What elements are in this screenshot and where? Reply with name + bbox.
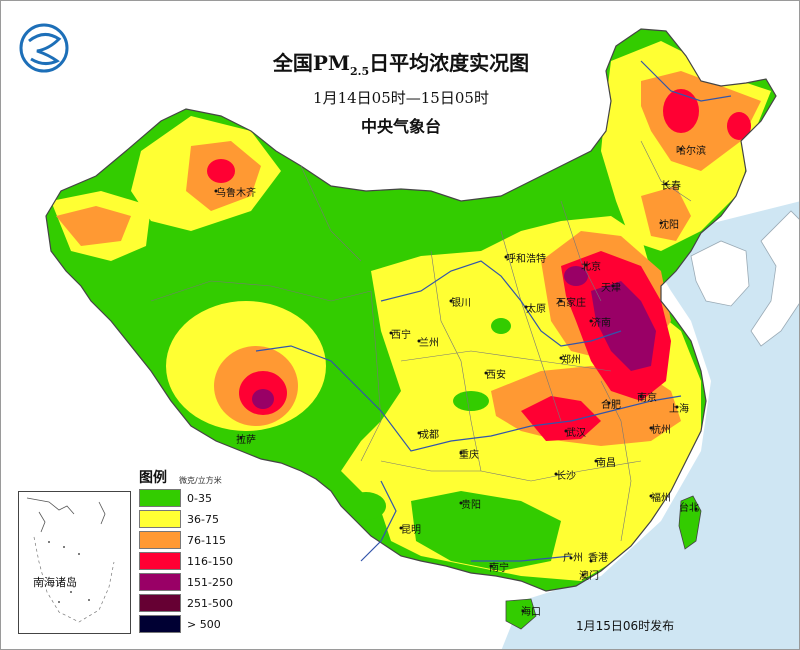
city-label: 南宁 bbox=[489, 561, 509, 574]
city-label: 郑州 bbox=[561, 353, 581, 366]
city-label: 合肥 bbox=[601, 398, 621, 411]
city-label: 西安 bbox=[486, 368, 506, 381]
legend-swatch bbox=[139, 594, 181, 612]
city-labels: 乌鲁木齐 哈尔滨 长春 沈阳 呼和浩特 北京 天津 石家庄 太原 银川 济南 西… bbox=[214, 144, 706, 618]
city-label: 澳门 bbox=[579, 569, 599, 582]
sea-area bbox=[501, 201, 799, 649]
city-label: 拉萨 bbox=[236, 433, 256, 446]
city-label: 武汉 bbox=[566, 426, 586, 439]
city-label: 南京 bbox=[637, 391, 657, 404]
legend-swatch bbox=[139, 552, 181, 570]
city-label: 天津 bbox=[601, 282, 621, 294]
city-label: 贵阳 bbox=[461, 498, 481, 511]
legend-swatch bbox=[139, 615, 181, 633]
city-label: 北京 bbox=[581, 260, 601, 273]
city-label: 福州 bbox=[651, 491, 671, 504]
legend-label: 251-500 bbox=[187, 596, 233, 610]
legend-label: 76-115 bbox=[187, 533, 226, 547]
hainan-island bbox=[505, 598, 537, 630]
legend-swatch bbox=[139, 489, 181, 507]
city-label: 呼和浩特 bbox=[506, 253, 546, 265]
pearl-river bbox=[471, 555, 572, 562]
city-label: 哈尔滨 bbox=[676, 144, 706, 157]
legend-label: 151-250 bbox=[187, 575, 233, 589]
city-label: 兰州 bbox=[419, 336, 439, 349]
map-title: 全国PM2.5日平均浓度实况图 bbox=[1, 47, 799, 78]
legend-item: 151-250 bbox=[139, 572, 257, 592]
inset-map bbox=[26, 497, 115, 623]
legend-label: > 500 bbox=[187, 617, 221, 631]
legend: 图例 微克/立方米 0-35 36-75 76-115 116-150 151-… bbox=[139, 467, 257, 634]
title-suffix: 日平均浓度实况图 bbox=[369, 51, 530, 75]
title-subscript: 2.5 bbox=[350, 65, 370, 78]
northeast-river bbox=[640, 60, 732, 102]
legend-label: 0-35 bbox=[187, 491, 212, 505]
time-range: 1月14日05时—15日05时 bbox=[313, 89, 489, 107]
southwest-river bbox=[360, 480, 397, 562]
legend-title: 图例 bbox=[139, 470, 167, 486]
inset-label: 南海诸岛 bbox=[33, 576, 77, 589]
legend-item: 76-115 bbox=[139, 530, 257, 550]
city-label: 杭州 bbox=[651, 423, 671, 436]
city-label: 昆明 bbox=[401, 524, 421, 536]
city-label: 沈阳 bbox=[659, 218, 679, 231]
city-label: 济南 bbox=[591, 316, 611, 329]
legend-label: 36-75 bbox=[187, 512, 219, 526]
legend-item: 116-150 bbox=[139, 551, 257, 571]
yangtze-river bbox=[255, 345, 682, 452]
legend-swatch bbox=[139, 531, 181, 549]
china-outline bbox=[45, 28, 777, 592]
rivers bbox=[255, 60, 732, 562]
province-borders bbox=[150, 140, 692, 542]
city-label: 成都 bbox=[419, 429, 439, 441]
city-label: 重庆 bbox=[459, 448, 479, 461]
cma-logo bbox=[19, 23, 69, 73]
legend-label: 116-150 bbox=[187, 554, 233, 568]
legend-item: 36-75 bbox=[139, 509, 257, 529]
city-label: 南昌 bbox=[596, 456, 616, 469]
city-label: 海口 bbox=[521, 605, 541, 618]
legend-swatch bbox=[139, 510, 181, 528]
south-china-sea-inset: 南海诸岛 bbox=[18, 491, 131, 634]
korea-peninsula bbox=[690, 240, 750, 307]
publish-time: 1月15日06时发布 bbox=[576, 619, 675, 633]
legend-item: 0-35 bbox=[139, 488, 257, 508]
city-label: 上海 bbox=[669, 402, 689, 415]
city-label: 太原 bbox=[526, 302, 546, 315]
city-label: 长春 bbox=[661, 180, 681, 192]
city-label: 广州 bbox=[563, 552, 583, 564]
yellow-river bbox=[380, 260, 622, 347]
city-label: 石家庄 bbox=[556, 296, 586, 309]
city-label: 西宁 bbox=[391, 328, 411, 341]
legend-unit: 微克/立方米 bbox=[179, 476, 222, 485]
title-prefix: 全国PM bbox=[272, 51, 351, 75]
japan-land bbox=[750, 210, 799, 347]
legend-item: 251-500 bbox=[139, 593, 257, 613]
city-label: 银川 bbox=[451, 296, 471, 309]
city-label: 香港 bbox=[588, 552, 608, 564]
city-label: 台北 bbox=[679, 501, 699, 514]
city-label: 长沙 bbox=[556, 470, 576, 482]
legend-swatch bbox=[139, 573, 181, 591]
organization: 中央气象台 bbox=[360, 117, 441, 136]
city-label: 乌鲁木齐 bbox=[216, 186, 256, 199]
legend-item: > 500 bbox=[139, 614, 257, 634]
